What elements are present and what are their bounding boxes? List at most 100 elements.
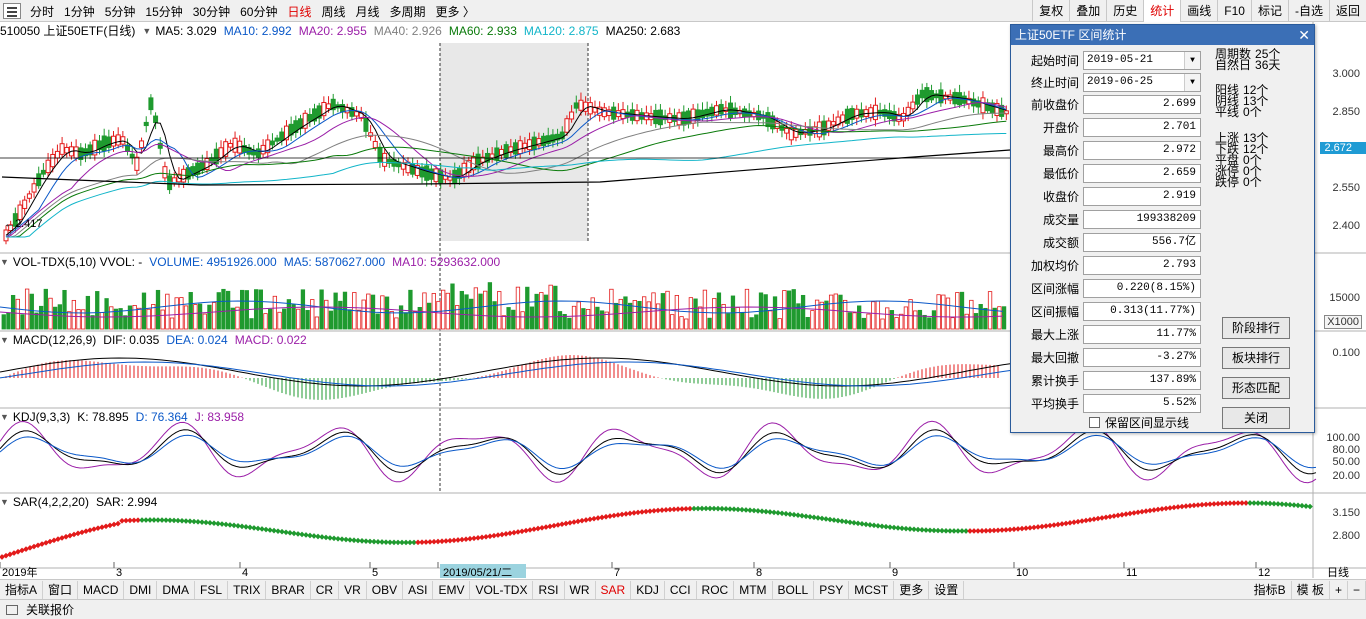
window-tab[interactable]: 窗口	[43, 580, 79, 599]
close-icon[interactable]: ✕	[1298, 27, 1310, 43]
indicator-tab[interactable]: MTM	[734, 580, 773, 599]
sar-dot	[935, 527, 941, 534]
indicator-tab[interactable]: CR	[311, 580, 340, 599]
pattern-match-button[interactable]: 形态匹配	[1222, 377, 1290, 399]
indicator-tab[interactable]: MCST	[849, 580, 895, 599]
dropdown-icon[interactable]: ▼	[0, 412, 9, 422]
sar-dot	[727, 506, 733, 512]
end-time-label: 终止时间	[1030, 75, 1079, 90]
candle-body	[372, 140, 378, 149]
indicator-tab[interactable]: VOL-TDX	[470, 580, 534, 599]
quote-icon[interactable]	[6, 604, 18, 615]
tool-button[interactable]: 历史	[1106, 0, 1143, 22]
sector-rank-button[interactable]: 板块排行	[1222, 347, 1290, 369]
chevron-down-icon[interactable]: ▼	[1184, 73, 1200, 91]
start-time-select[interactable]: 2019-05-21 ▼	[1083, 50, 1201, 70]
dropdown-icon[interactable]: ▼	[0, 257, 9, 267]
indicator-b-tab[interactable]: 指标B	[1249, 580, 1292, 599]
sar-dot	[1275, 501, 1281, 507]
volume-bar	[828, 294, 834, 330]
volume-bar	[15, 298, 20, 330]
candle-body	[139, 140, 145, 149]
sar-dot	[603, 513, 609, 520]
sar-dot	[1135, 509, 1141, 516]
indicator-value: MA10: 5293632.000	[392, 255, 501, 269]
indicator-tab[interactable]: MACD	[78, 580, 125, 599]
sar-dot	[1295, 502, 1301, 509]
indicator-tab[interactable]: RSI	[533, 580, 565, 599]
status-label[interactable]: 关联报价	[26, 603, 75, 617]
indicator-tab[interactable]: OBV	[367, 580, 404, 599]
indicator-tab[interactable]: FSL	[195, 580, 229, 599]
sar-dot	[119, 517, 125, 524]
chart-canvas[interactable]: ←2.4172019年34567891011122019/05/21/二日线	[0, 22, 1366, 578]
tool-button[interactable]: 叠加	[1069, 0, 1106, 22]
indicator-tab[interactable]: BRAR	[266, 580, 311, 599]
indicator-tab[interactable]: SAR	[596, 580, 632, 599]
indicator-tab[interactable]: BOLL	[773, 580, 815, 599]
period-tab[interactable]: 5分钟	[104, 4, 136, 19]
tool-button[interactable]: 返回	[1328, 0, 1366, 22]
checkbox-box[interactable]	[1089, 417, 1100, 428]
sar-dot	[915, 526, 921, 533]
dropdown-icon[interactable]: ▼	[0, 335, 9, 345]
tool-button[interactable]: 画线	[1180, 0, 1217, 22]
indicator-tab[interactable]: VR	[339, 580, 367, 599]
candle-body	[260, 144, 266, 155]
sar-dot	[795, 512, 801, 519]
volume-bar	[908, 299, 913, 330]
template-tab[interactable]: 模 板	[1292, 580, 1330, 599]
candle-body	[312, 108, 318, 122]
indicator-tab[interactable]: 设置	[929, 580, 965, 599]
sar-dot	[959, 528, 965, 534]
indicator-a-tab[interactable]: 指标A	[0, 580, 44, 599]
plus-button[interactable]: +	[1330, 580, 1348, 599]
candle-body	[905, 106, 911, 116]
period-tab[interactable]: 60分钟	[240, 4, 278, 19]
stage-rank-button[interactable]: 阶段排行	[1222, 317, 1290, 339]
chevron-down-icon[interactable]: ▼	[1184, 51, 1200, 69]
indicator-tab[interactable]: WR	[565, 580, 596, 599]
end-time-select[interactable]: 2019-06-25 ▼	[1083, 72, 1201, 92]
sar-dot	[979, 528, 985, 534]
sar-dot	[403, 539, 409, 546]
volume-bar	[969, 299, 974, 330]
tool-button[interactable]: 复权	[1032, 0, 1069, 22]
vol-unit-label: X1000	[1324, 315, 1362, 329]
count-stat: 阴线 13个	[1215, 95, 1268, 107]
period-tab[interactable]: 15分钟	[145, 4, 183, 19]
period-tab[interactable]: 1分钟	[64, 4, 95, 19]
indicator-tab[interactable]: EMV	[433, 580, 471, 599]
indicator-tab[interactable]: ROC	[697, 580, 735, 599]
candle-body	[756, 110, 762, 121]
dropdown-icon[interactable]: ▼	[142, 26, 152, 36]
indicator-tab[interactable]: DMA	[157, 580, 196, 599]
keep-range-checkbox[interactable]: 保留区间显示线	[1089, 414, 1189, 431]
tool-button[interactable]: -自选	[1287, 0, 1329, 22]
volume-bar	[71, 299, 77, 330]
sar-dot	[991, 527, 997, 534]
minus-button[interactable]: −	[1348, 580, 1366, 599]
dropdown-icon[interactable]: ▼	[0, 497, 9, 507]
indicator-tab[interactable]: CCI	[665, 580, 697, 599]
period-tab[interactable]: 分时	[30, 4, 55, 19]
vol-ma10-line	[0, 306, 1004, 318]
period-tab[interactable]: 日线	[287, 4, 312, 19]
tool-button[interactable]: 标记	[1250, 0, 1288, 22]
indicator-tab[interactable]: TRIX	[228, 580, 267, 599]
close-button[interactable]: 关闭	[1222, 407, 1290, 429]
indicator-tab[interactable]: PSY	[814, 580, 850, 599]
indicator-tab[interactable]: DMI	[124, 580, 158, 599]
menu-icon[interactable]	[3, 3, 21, 19]
period-tab[interactable]: 30分钟	[192, 4, 231, 19]
period-tab[interactable]: 月线	[355, 4, 380, 19]
indicator-tab[interactable]: ASI	[403, 580, 434, 599]
macd-pane-title: MACD(12,26,9)	[12, 333, 97, 347]
indicator-tab[interactable]: KDJ	[631, 580, 665, 599]
period-tab[interactable]: 更多 〉	[435, 4, 475, 19]
period-tab[interactable]: 多周期	[389, 4, 426, 19]
indicator-tab[interactable]: 更多	[894, 580, 930, 599]
tool-button[interactable]: 统计	[1143, 0, 1181, 22]
period-tab[interactable]: 周线	[321, 4, 346, 19]
tool-button[interactable]: F10	[1217, 0, 1251, 22]
